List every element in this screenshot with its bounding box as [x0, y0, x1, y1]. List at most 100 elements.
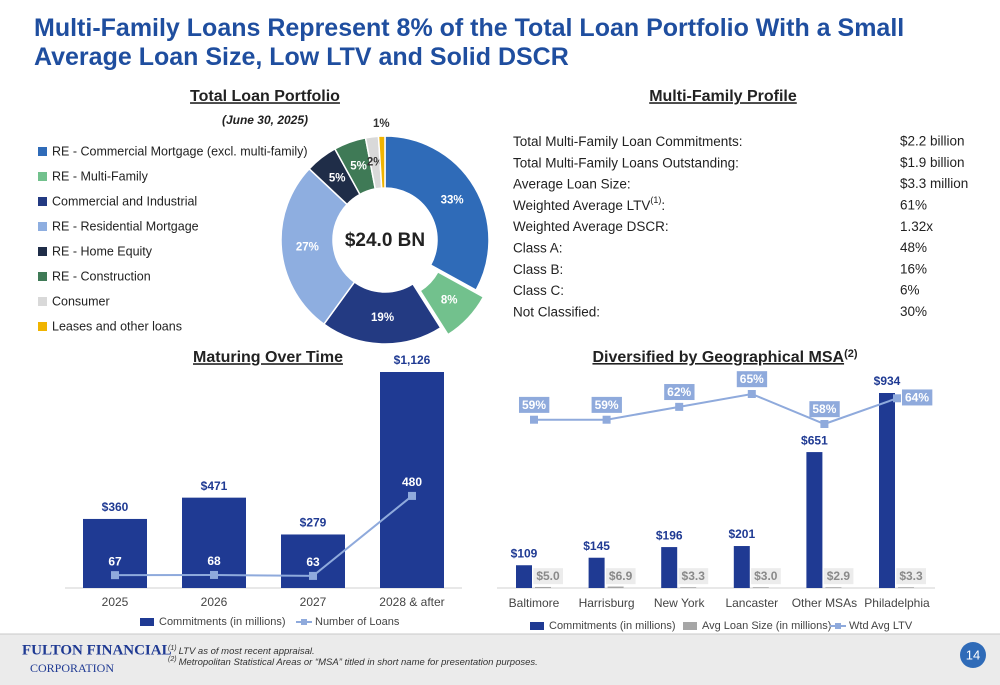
row-value: 30% — [900, 304, 927, 319]
legend-label: Commitments (in millions) — [159, 616, 286, 628]
row-value: $3.3 million — [900, 176, 968, 191]
footnote: (2) Metropolitan Statistical Areas or “MS… — [168, 656, 538, 668]
bar-value-label: $2.9 — [827, 569, 851, 583]
x-tick-label: New York — [654, 596, 706, 610]
row-value: $2.2 billion — [900, 134, 965, 149]
chart-title-note: (2) — [844, 348, 858, 360]
slice-label: 27% — [296, 241, 319, 253]
legend-label: Avg Loan Size (in millions) — [702, 620, 831, 632]
legend-label: Number of Loans — [315, 616, 400, 628]
legend-marker — [301, 619, 307, 625]
row-label: Average Loan Size: — [513, 176, 631, 191]
row-label-text: Not Classified: — [513, 304, 600, 319]
line-value-label: 59% — [595, 398, 619, 412]
bar — [380, 372, 444, 588]
row-label-text: Class B: — [513, 261, 563, 276]
row-label-note: (1) — [650, 195, 661, 205]
bar-value-label: $471 — [201, 479, 228, 493]
row-value: 16% — [900, 261, 927, 276]
row-label-text: Total Multi-Family Loans Outstanding: — [513, 155, 739, 170]
bar-value-label: $196 — [656, 528, 683, 542]
bar-value-label: $3.3 — [682, 569, 706, 583]
bar — [898, 587, 914, 588]
chart-subtitle: (June 30, 2025) — [222, 113, 308, 127]
line-marker — [602, 415, 611, 424]
legend-marker — [835, 623, 841, 629]
slice-label: 33% — [441, 194, 464, 206]
logo-line: FULTON FINANCIAL — [22, 642, 172, 658]
label-box — [605, 568, 636, 585]
bar — [588, 557, 605, 588]
x-tick-label: Baltimore — [509, 596, 560, 610]
line-marker — [408, 491, 416, 500]
row-label: Weighted Average DSCR: — [513, 219, 669, 234]
line-value-label: 480 — [402, 475, 422, 489]
x-tick-label: 2026 — [201, 595, 228, 609]
line-marker — [893, 394, 901, 403]
bar — [825, 587, 842, 588]
x-tick-label: Other MSAs — [792, 596, 857, 610]
footnote: (1) LTV as of most recent appraisal. — [168, 645, 315, 657]
legend-swatch — [38, 172, 47, 181]
row-label: Class B: — [513, 261, 563, 276]
bar — [733, 546, 750, 588]
row-label-end: : — [661, 197, 665, 212]
bar-value-label: $5.0 — [536, 569, 560, 583]
bar — [680, 587, 697, 588]
line-marker — [530, 415, 538, 424]
chart-title: Total Loan Portfolio — [190, 88, 340, 105]
x-tick-label: Lancaster — [725, 596, 778, 610]
row-label: Class C: — [513, 283, 564, 298]
legend-swatch — [38, 147, 47, 156]
legend-label: Commitments (in millions) — [549, 620, 676, 632]
footnote-text: Metropolitan Statistical Areas or “MSA” … — [179, 657, 538, 668]
line-value-label: 62% — [667, 385, 691, 399]
row-label: Not Classified: — [513, 304, 600, 319]
bar — [752, 587, 769, 588]
bar — [535, 586, 551, 588]
chart-title-text: Diversified by Geographical MSA — [592, 349, 844, 366]
bar-value-label: $109 — [511, 546, 538, 560]
line-value-label: 58% — [812, 402, 836, 416]
line-series — [534, 392, 898, 426]
row-label-text: Class C: — [513, 283, 564, 298]
bar — [516, 565, 532, 588]
row-value: 48% — [900, 240, 927, 255]
line-value-label: 63 — [306, 555, 320, 569]
label-box — [533, 568, 564, 585]
x-tick-label: 2028 & after — [379, 595, 444, 609]
legend-label: RE - Commercial Mortgage (excl. multi-fa… — [52, 144, 308, 158]
row-label: Total Multi-Family Loans Outstanding: — [513, 155, 739, 170]
bar-value-label: $145 — [583, 539, 610, 553]
legend-swatch — [38, 322, 47, 331]
row-label-text: Weighted Average DSCR: — [513, 219, 669, 234]
row-value: 6% — [900, 283, 920, 298]
label-box — [896, 568, 927, 585]
slice-label: 5% — [350, 161, 367, 173]
line-marker — [309, 571, 317, 580]
row-value: 61% — [900, 197, 927, 212]
line-series — [114, 495, 413, 577]
legend-label: Leases and other loans — [52, 319, 182, 333]
label-box — [518, 396, 550, 413]
legend-label: Consumer — [52, 294, 110, 308]
legend-swatch — [38, 197, 47, 206]
bar — [661, 547, 678, 588]
bar-value-label: $651 — [801, 433, 828, 447]
slice-label: 8% — [441, 294, 458, 306]
pie-slice — [377, 135, 386, 189]
legend-label: RE - Residential Mortgage — [52, 219, 199, 233]
pie-slice — [384, 135, 490, 292]
label-box — [823, 568, 854, 585]
line-marker — [747, 390, 756, 398]
pie-slice — [419, 270, 485, 336]
label-box — [664, 384, 695, 401]
row-label: Total Multi-Family Loan Commitments: — [513, 134, 743, 149]
label-box — [751, 568, 781, 585]
bar — [879, 393, 895, 588]
row-value: 1.32x — [900, 219, 933, 234]
x-tick-label: 2025 — [102, 595, 129, 609]
table-title: Multi-Family Profile — [649, 88, 797, 105]
